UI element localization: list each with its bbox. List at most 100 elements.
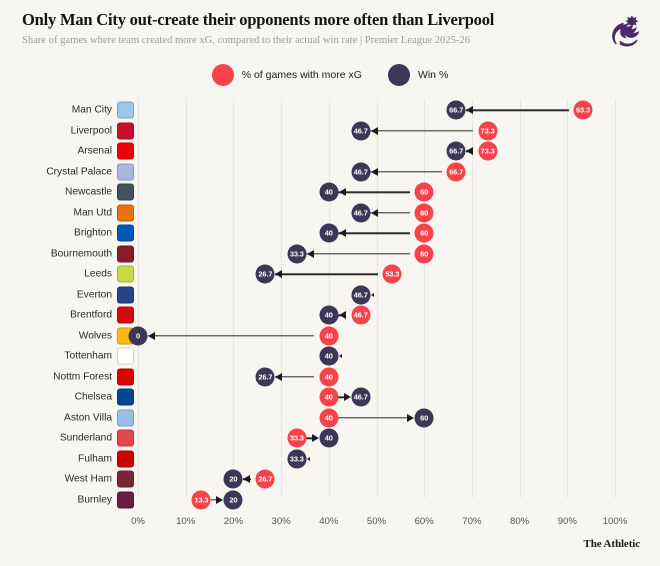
win-dot[interactable]: 66.7 xyxy=(446,100,466,120)
arrowhead-left-icon xyxy=(275,270,283,279)
arrowhead-left-icon xyxy=(338,188,346,197)
chart-row[interactable]: Aston Villa 40 60 xyxy=(0,408,660,429)
xg-dot[interactable]: 53.3 xyxy=(382,264,402,284)
win-dot[interactable]: 46.7 xyxy=(351,121,371,141)
gridline-60% xyxy=(424,100,426,497)
xg-dot[interactable]: 46.7 xyxy=(351,305,371,325)
chart-row[interactable]: Tottenham4040 xyxy=(0,346,660,367)
win-dot[interactable]: 33.3 xyxy=(287,244,307,264)
chart-row[interactable]: Brighton 60 40 xyxy=(0,223,660,244)
arrowhead-left-icon xyxy=(338,229,346,238)
sunderland-crest-icon xyxy=(117,429,134,447)
connector-line xyxy=(465,109,569,111)
row-label-bournemouth: Bournemouth xyxy=(50,248,112,260)
legend-item-xg[interactable]: % of games with more xG xyxy=(211,64,362,86)
west-ham-crest-icon xyxy=(117,470,134,488)
chart-row[interactable]: Brentford 46.7 40 xyxy=(0,305,660,326)
chart-row[interactable]: Man Utd 60 46.7 xyxy=(0,203,660,224)
gridline-50% xyxy=(376,100,379,497)
xg-dot[interactable]: 40 xyxy=(319,326,339,346)
connector-line xyxy=(147,335,315,337)
win-dot[interactable]: 20 xyxy=(223,490,243,510)
legend-item-win[interactable]: Win % xyxy=(387,64,448,86)
xg-dot[interactable]: 73.3 xyxy=(478,121,498,141)
chart-row[interactable]: Burnley 13.3 20 xyxy=(0,490,660,511)
xg-dot[interactable]: 40 xyxy=(319,367,339,387)
connector-line xyxy=(370,171,442,173)
arrowhead-left-icon xyxy=(275,372,283,381)
xg-dot[interactable]: 33.3 xyxy=(287,428,307,448)
xg-dot[interactable]: 73.3 xyxy=(478,141,498,161)
chart-row[interactable]: Arsenal 73.3 66.7 xyxy=(0,141,660,162)
x-tick-label: 70% xyxy=(462,516,482,527)
xg-dot[interactable]: 60 xyxy=(414,223,434,243)
chart-subtitle: Share of games where team created more x… xyxy=(22,35,471,46)
arrowhead-left-icon xyxy=(370,167,378,176)
chart-row[interactable]: Sunderland 33.3 40 xyxy=(0,428,660,449)
chart-row[interactable]: Bournemouth 60 33.3 xyxy=(0,244,660,265)
win-dot[interactable]: 46.7 xyxy=(351,203,371,223)
chart-row[interactable]: West Ham 26.7 20 xyxy=(0,469,660,490)
win-dot[interactable]: 46.7 xyxy=(351,387,371,407)
win-dot[interactable]: 20 xyxy=(223,469,243,489)
x-tick-label: 80% xyxy=(509,516,530,527)
chart-row[interactable]: Wolves 0 40 xyxy=(0,326,660,347)
connector-line xyxy=(274,273,378,275)
chart-row[interactable]: Nottm Forest 40 26.7 xyxy=(0,367,660,388)
row-label-burnley: Burnley xyxy=(77,494,112,506)
x-tick-label: 10% xyxy=(176,516,196,527)
win-dot[interactable]: 33.3 xyxy=(287,449,307,469)
arrowhead-right-icon xyxy=(407,413,415,422)
connector-line xyxy=(338,396,347,398)
xg-dot[interactable]: 60 xyxy=(414,182,434,202)
xg-dot[interactable]: 60 xyxy=(414,203,434,223)
chart-row[interactable]: Chelsea 40 46.7 xyxy=(0,387,660,408)
win-dot[interactable]: 46.7 xyxy=(351,162,371,182)
gridline-0% xyxy=(138,100,140,497)
chart-row[interactable]: Crystal Palace 66.7 46.7 xyxy=(0,162,660,183)
everton-crest-icon xyxy=(117,286,134,304)
xg-dot[interactable]: 40 xyxy=(319,387,339,407)
tottenham-crest-icon xyxy=(117,347,134,365)
connector-line xyxy=(210,499,219,501)
connector-line xyxy=(306,437,315,439)
win-dot[interactable]: 40 xyxy=(319,182,339,202)
arrowhead-stub-icon xyxy=(306,456,310,461)
x-tick-label: 0% xyxy=(131,516,145,527)
win-dot[interactable]: 0 xyxy=(128,326,148,346)
chart-row[interactable]: Leeds 53.3 26.7 xyxy=(0,264,660,285)
xg-dot[interactable]: 60 xyxy=(414,244,434,264)
xg-dot[interactable]: 93.3 xyxy=(573,100,593,120)
chart-row[interactable]: Man City 93.3 66.7 xyxy=(0,100,660,121)
connector-line xyxy=(370,212,410,214)
win-dot[interactable]: 60 xyxy=(414,408,434,428)
xg-dot[interactable]: 66.7 xyxy=(446,162,466,182)
arrowhead-left-icon xyxy=(466,106,474,115)
win-dot[interactable]: 26.7 xyxy=(255,367,275,387)
x-tick-label: 30% xyxy=(271,516,291,527)
gridline-40% xyxy=(328,100,331,497)
xg-dot[interactable]: 26.7 xyxy=(255,469,275,489)
arrowhead-right-icon xyxy=(216,495,224,504)
row-label-tottenham: Tottenham xyxy=(64,350,112,362)
burnley-crest-icon xyxy=(117,491,134,509)
win-dot[interactable]: 40 xyxy=(319,428,339,448)
chart-row[interactable]: Liverpool 73.3 46.7 xyxy=(0,121,660,142)
connector-line xyxy=(370,130,474,132)
win-dot[interactable]: 40 xyxy=(319,223,339,243)
row-label-brentford: Brentford xyxy=(70,309,112,321)
xg-dot[interactable]: 13.3 xyxy=(191,490,211,510)
xg-dot[interactable]: 40 xyxy=(319,408,339,428)
win-dot[interactable]: 40 xyxy=(319,346,339,366)
bournemouth-crest-icon xyxy=(117,245,134,263)
row-label-aston-villa: Aston Villa xyxy=(64,412,112,424)
win-dot[interactable]: 40 xyxy=(319,305,339,325)
chart-row[interactable]: Newcastle 60 40 xyxy=(0,182,660,203)
connector-line xyxy=(306,253,410,255)
win-dot[interactable]: 46.7 xyxy=(351,285,371,305)
win-dot[interactable]: 66.7 xyxy=(446,141,466,161)
win-dot[interactable]: 26.7 xyxy=(255,264,275,284)
newcastle-crest-icon xyxy=(117,183,134,201)
